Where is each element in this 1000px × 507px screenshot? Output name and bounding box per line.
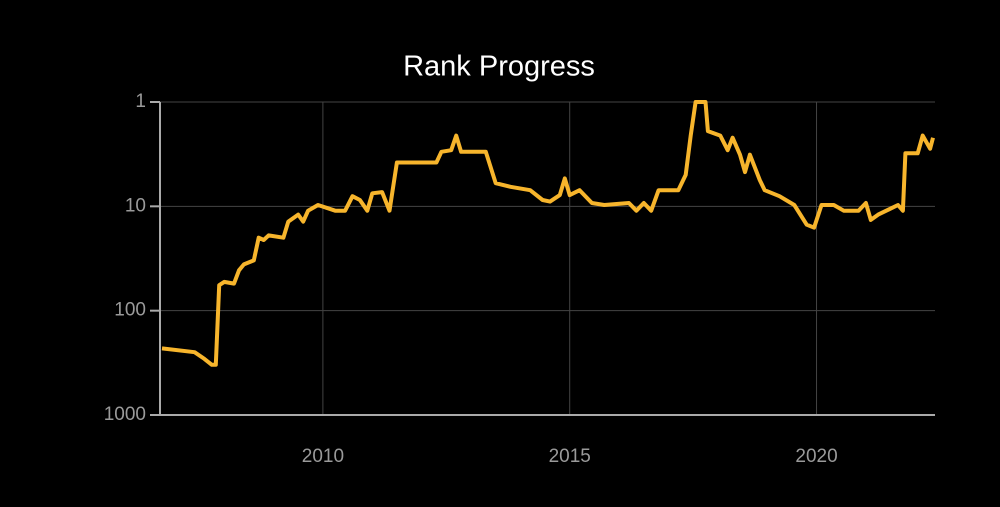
chart-title: Rank Progress [403,51,595,83]
y-tick-label: 10 [125,195,146,216]
y-tick-label: 1 [135,91,146,112]
y-tick-label: 1000 [104,404,146,425]
rank-line [161,100,935,367]
x-tick-label: 2015 [549,446,591,467]
x-tick-label: 2010 [302,446,344,467]
x-tick-label: 2020 [795,446,837,467]
y-tick-label: 100 [114,300,146,321]
